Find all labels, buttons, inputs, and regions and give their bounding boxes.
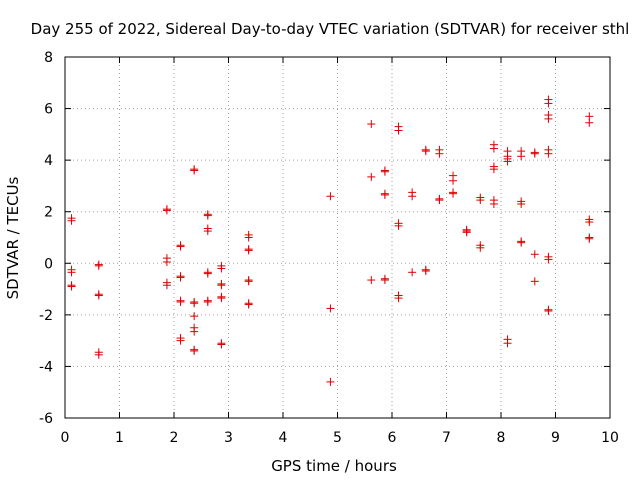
- data-point: [190, 327, 199, 336]
- data-point: [503, 339, 512, 348]
- data-point: [94, 350, 103, 359]
- x-tick-label: 6: [388, 430, 397, 446]
- data-point: [530, 277, 539, 286]
- data-point: [176, 297, 185, 306]
- data-point: [489, 199, 498, 208]
- data-point: [203, 297, 212, 306]
- data-point: [367, 276, 376, 285]
- data-point: [544, 306, 553, 315]
- y-axis-label: SDTVAR / TECUs: [4, 176, 22, 299]
- data-point: [462, 228, 471, 237]
- data-point: [162, 206, 171, 215]
- data-point: [544, 149, 553, 158]
- data-point: [530, 250, 539, 259]
- data-point: [326, 304, 335, 313]
- data-point: [517, 199, 526, 208]
- plot-frame: [64, 56, 611, 419]
- data-points: [67, 95, 594, 386]
- x-tick-label: 3: [224, 430, 233, 446]
- y-tick-label: 4: [44, 153, 53, 169]
- data-point: [326, 377, 335, 386]
- x-tick-label: 2: [170, 430, 179, 446]
- data-point: [421, 147, 430, 156]
- data-point: [203, 269, 212, 278]
- x-tick-label: 0: [61, 430, 70, 446]
- x-axis-label: GPS time / hours: [271, 457, 397, 475]
- y-tick-label: 2: [44, 205, 53, 221]
- data-point: [394, 221, 403, 230]
- data-point: [162, 257, 171, 266]
- data-point: [217, 340, 226, 349]
- data-point: [367, 120, 376, 129]
- data-point: [380, 276, 389, 285]
- data-point: [435, 149, 444, 158]
- data-point: [530, 149, 539, 158]
- data-point: [394, 294, 403, 303]
- data-point: [94, 261, 103, 270]
- chart-title: Day 255 of 2022, Sidereal Day-to-day VTE…: [31, 20, 630, 38]
- data-point: [585, 218, 594, 227]
- y-tick-label: 0: [44, 256, 53, 272]
- data-point: [585, 234, 594, 243]
- data-point: [67, 268, 76, 277]
- data-point: [190, 166, 199, 175]
- data-point: [380, 167, 389, 176]
- data-point: [190, 299, 199, 308]
- data-point: [435, 196, 444, 205]
- data-point: [585, 118, 594, 127]
- data-point: [449, 176, 458, 185]
- y-tick-label: -2: [39, 308, 53, 324]
- x-tick-label: 1: [115, 430, 124, 446]
- data-point: [517, 238, 526, 247]
- y-tick-label: -6: [39, 411, 53, 427]
- grid-lines: [65, 57, 610, 418]
- data-point: [176, 336, 185, 345]
- data-point: [517, 152, 526, 161]
- data-point: [503, 157, 512, 166]
- data-point: [244, 246, 253, 255]
- data-point: [203, 227, 212, 236]
- data-point: [421, 267, 430, 276]
- x-tick-label: 5: [333, 430, 342, 446]
- data-point: [67, 216, 76, 225]
- data-point: [176, 273, 185, 282]
- x-tick-label: 10: [601, 430, 619, 446]
- data-point: [176, 242, 185, 251]
- data-point: [380, 190, 389, 199]
- data-point: [449, 189, 458, 198]
- data-point: [544, 255, 553, 264]
- data-point: [217, 264, 226, 273]
- data-point: [544, 114, 553, 123]
- x-tick-label: 9: [551, 430, 560, 446]
- data-point: [67, 282, 76, 291]
- x-tick-label: 7: [442, 430, 451, 446]
- y-tick-label: -4: [39, 359, 53, 375]
- data-point: [94, 291, 103, 300]
- data-point: [408, 268, 417, 277]
- data-point: [476, 196, 485, 205]
- data-point: [244, 277, 253, 286]
- y-tick-label: 8: [44, 50, 53, 66]
- data-point: [489, 144, 498, 153]
- data-point: [217, 281, 226, 290]
- data-point: [190, 312, 199, 321]
- x-tick-label: 8: [497, 430, 506, 446]
- tick-labels: 0 1 2 3 4 5 6 7 8 9 10 -6 -4 -2 0 2 4 6 8: [39, 50, 619, 446]
- y-tick-label: 6: [44, 102, 53, 118]
- data-point: [476, 243, 485, 252]
- data-point: [217, 294, 226, 303]
- data-point: [244, 233, 253, 242]
- data-point: [394, 126, 403, 135]
- data-point: [244, 300, 253, 309]
- data-point: [190, 346, 199, 355]
- x-tick-label: 4: [279, 430, 288, 446]
- data-point: [408, 192, 417, 201]
- data-point: [489, 165, 498, 174]
- data-point: [326, 192, 335, 201]
- data-point: [544, 99, 553, 108]
- data-point: [203, 211, 212, 220]
- data-point: [162, 281, 171, 290]
- data-point: [367, 172, 376, 181]
